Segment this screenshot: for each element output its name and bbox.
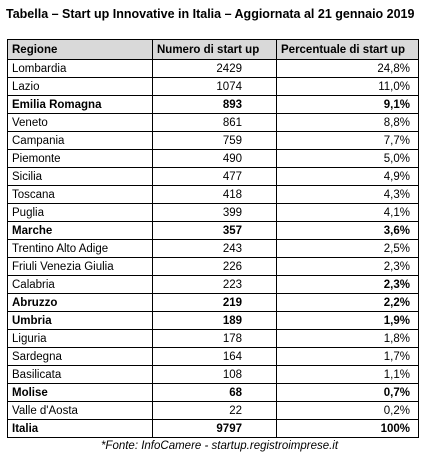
table-row: Trentino Alto Adige 243 2,5% [7, 239, 419, 258]
table-row: Liguria 178 1,8% [7, 329, 419, 348]
table-row: Umbria 189 1,9% [7, 311, 419, 330]
table-row: Lazio 1074 11,0% [7, 77, 419, 96]
table-cell: 8,8% [276, 113, 419, 132]
table-cell: 5,0% [276, 149, 419, 168]
table-cell: Molise [7, 383, 153, 402]
table-row: Italia 9797 100% [7, 419, 419, 438]
table-cell: Puglia [7, 203, 153, 222]
table-cell: Sardegna [7, 347, 153, 366]
table-cell: 861 [152, 113, 277, 132]
table-cell: 24,8% [276, 59, 419, 78]
footnote: *Fonte: InfoCamere - startup.registroimp… [100, 440, 339, 452]
table-cell: 759 [152, 131, 277, 150]
table-cell: 164 [152, 347, 277, 366]
table-cell: Trentino Alto Adige [7, 239, 153, 258]
table-row: Puglia 399 4,1% [7, 203, 419, 222]
table-cell: Piemonte [7, 149, 153, 168]
table-cell: Liguria [7, 329, 153, 348]
table-cell: 1,1% [276, 365, 419, 384]
table-cell: Campania [7, 131, 153, 150]
header-cell: Percentuale di start up [276, 39, 419, 60]
table-cell: 7,7% [276, 131, 419, 150]
table-cell: 9,1% [276, 95, 419, 114]
table-row: Sicilia 477 4,9% [7, 167, 419, 186]
table-title: Tabella – Start up Innovative in Italia … [6, 7, 415, 21]
table-cell: 4,3% [276, 185, 419, 204]
table-row: Abruzzo 219 2,2% [7, 293, 419, 312]
table-cell: Basilicata [7, 365, 153, 384]
table-cell: 1,7% [276, 347, 419, 366]
header-row: Regione Numero di start up Percentuale di … [7, 39, 419, 60]
table-cell: 11,0% [276, 77, 419, 96]
table-cell: 219 [152, 293, 277, 312]
table-cell: 2,5% [276, 239, 419, 258]
table-cell: 243 [152, 239, 277, 258]
table-cell: 893 [152, 95, 277, 114]
table-cell: 189 [152, 311, 277, 330]
header-cell: Regione [7, 39, 153, 60]
table-cell: 357 [152, 221, 277, 240]
table-cell: 226 [152, 257, 277, 276]
table-cell: 477 [152, 167, 277, 186]
table-row: Marche 357 3,6% [7, 221, 419, 240]
table-row: Lombardia 2429 24,8% [7, 59, 419, 78]
table-row: Molise 68 0,7% [7, 383, 419, 402]
table-row: Friuli Venezia Giulia 226 2,3% [7, 257, 419, 276]
table-row: Emilia Romagna 893 9,1% [7, 95, 419, 114]
table-row: Veneto 861 8,8% [7, 113, 419, 132]
table-cell: Friuli Venezia Giulia [7, 257, 153, 276]
header-cell: Numero di start up [152, 39, 277, 60]
table-cell: 399 [152, 203, 277, 222]
table-cell: 1,9% [276, 311, 419, 330]
table-row: Piemonte 490 5,0% [7, 149, 419, 168]
table-row: Calabria 223 2,3% [7, 275, 419, 294]
table-cell: 0,7% [276, 383, 419, 402]
table-cell: Abruzzo [7, 293, 153, 312]
table-cell: Valle d'Aosta [7, 401, 153, 420]
table-cell: 100% [276, 419, 419, 438]
table-cell: 490 [152, 149, 277, 168]
table-cell: Sicilia [7, 167, 153, 186]
table-cell: 418 [152, 185, 277, 204]
table-cell: 0,2% [276, 401, 419, 420]
table-cell: Calabria [7, 275, 153, 294]
table-cell: Lazio [7, 77, 153, 96]
table-cell: 4,9% [276, 167, 419, 186]
table-cell: 2,2% [276, 293, 419, 312]
table-cell: Italia [7, 419, 153, 438]
table-cell: 223 [152, 275, 277, 294]
table-cell: Umbria [7, 311, 153, 330]
data-table: Regione Numero di start up Percentuale di … [7, 39, 419, 438]
table-cell: 22 [152, 401, 277, 420]
table-cell: 9797 [152, 419, 277, 438]
table-cell: 4,1% [276, 203, 419, 222]
table-cell: 2429 [152, 59, 277, 78]
table-cell: Emilia Romagna [7, 95, 153, 114]
table-cell: 3,6% [276, 221, 419, 240]
table-row: Toscana 418 4,3% [7, 185, 419, 204]
table-cell: 108 [152, 365, 277, 384]
table-cell: 1,8% [276, 329, 419, 348]
table-cell: Veneto [7, 113, 153, 132]
table-row: Basilicata 108 1,1% [7, 365, 419, 384]
table-cell: Toscana [7, 185, 153, 204]
table-cell: Marche [7, 221, 153, 240]
table-cell: 68 [152, 383, 277, 402]
table-cell: 2,3% [276, 275, 419, 294]
table-cell: 1074 [152, 77, 277, 96]
table-row: Sardegna 164 1,7% [7, 347, 419, 366]
table-row: Campania 759 7,7% [7, 131, 419, 150]
table-cell: Lombardia [7, 59, 153, 78]
table-cell: 178 [152, 329, 277, 348]
table-cell: 2,3% [276, 257, 419, 276]
table-row: Valle d'Aosta 22 0,2% [7, 401, 419, 420]
